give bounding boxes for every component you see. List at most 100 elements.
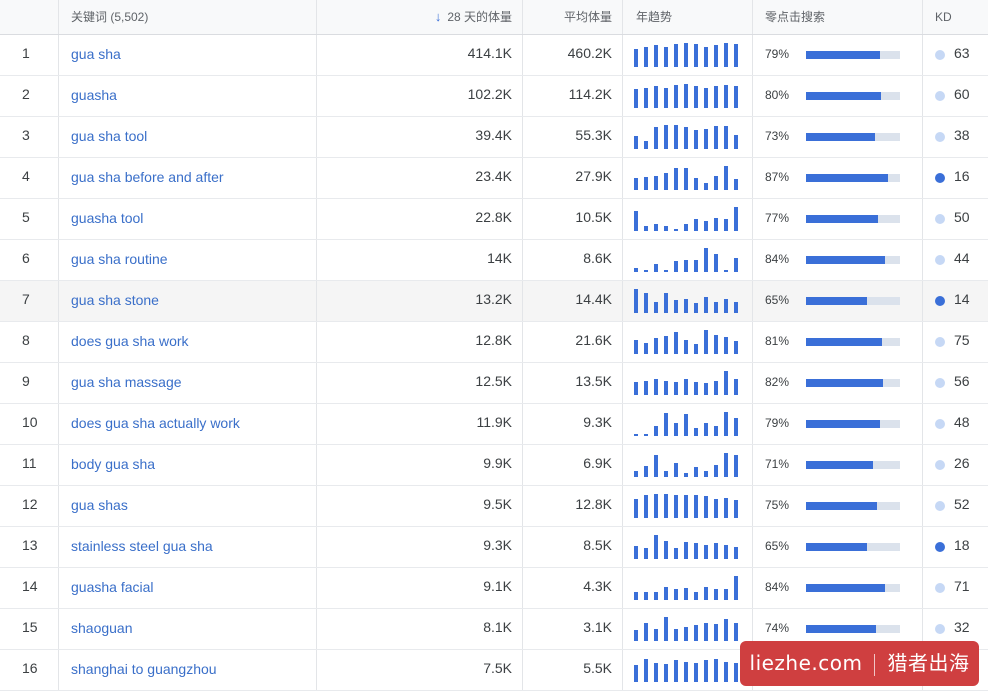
header-trend[interactable]: 年趋势 bbox=[636, 10, 673, 24]
volume-value: 102.2K bbox=[467, 86, 512, 102]
header-volume[interactable]: ↓ 28 天的体量 bbox=[318, 0, 512, 34]
volume-value: 414.1K bbox=[467, 45, 512, 61]
trend-bar bbox=[724, 545, 728, 559]
table-row[interactable]: 13 stainless steel gua sha 9.3K 8.5K 65% 18 bbox=[0, 527, 988, 568]
arrow-down-icon[interactable]: ↓ bbox=[434, 9, 442, 24]
trend-bar bbox=[694, 467, 698, 477]
trend-bar bbox=[714, 45, 718, 67]
table-row[interactable]: 9 gua sha massage 12.5K 13.5K 82% 56 bbox=[0, 363, 988, 404]
keyword-link[interactable]: guasha bbox=[71, 87, 117, 103]
column-divider bbox=[752, 76, 753, 116]
column-divider bbox=[58, 486, 59, 526]
zero-click-bar-fill bbox=[806, 420, 880, 428]
kd-value: 75 bbox=[954, 332, 970, 348]
table-row[interactable]: 3 gua sha tool 39.4K 55.3K 73% 38 bbox=[0, 117, 988, 158]
header-keyword[interactable]: 关键词 (5,502) bbox=[71, 10, 149, 24]
table-row[interactable]: 8 does gua sha work 12.8K 21.6K 81% 75 bbox=[0, 322, 988, 363]
watermark-divider bbox=[874, 653, 876, 676]
column-divider bbox=[522, 322, 523, 362]
trend-bar bbox=[724, 219, 728, 231]
keyword-link[interactable]: gua sha routine bbox=[71, 251, 168, 267]
trend-bar bbox=[644, 548, 648, 559]
keyword-link[interactable]: does gua sha work bbox=[71, 333, 189, 349]
trend-bar bbox=[644, 293, 648, 313]
keyword-link[interactable]: gua sha bbox=[71, 46, 121, 62]
trend-bar bbox=[684, 495, 688, 518]
row-number: 7 bbox=[22, 291, 30, 307]
keyword-link[interactable]: guasha facial bbox=[71, 579, 154, 595]
column-divider bbox=[522, 76, 523, 116]
column-divider bbox=[316, 117, 317, 157]
zero-click-percent: 77% bbox=[765, 211, 790, 225]
header-zero-click[interactable]: 零点击搜索 bbox=[765, 10, 826, 24]
trend-bar bbox=[644, 434, 648, 436]
column-divider bbox=[752, 363, 753, 403]
avg-volume-value: 14.4K bbox=[575, 291, 612, 307]
column-divider bbox=[752, 445, 753, 485]
keyword-link[interactable]: shaoguan bbox=[71, 620, 133, 636]
volume-value: 13.2K bbox=[475, 291, 512, 307]
keyword-link[interactable]: stainless steel gua sha bbox=[71, 538, 213, 554]
table-row[interactable]: 12 gua shas 9.5K 12.8K 75% 52 bbox=[0, 486, 988, 527]
trend-bar bbox=[694, 344, 698, 354]
table-row[interactable]: 1 gua sha 414.1K 460.2K 79% 63 bbox=[0, 35, 988, 76]
trend-bar bbox=[654, 535, 658, 559]
table-row[interactable]: 6 gua sha routine 14K 8.6K 84% 44 bbox=[0, 240, 988, 281]
column-divider bbox=[316, 568, 317, 608]
avg-volume-value: 3.1K bbox=[583, 619, 612, 635]
column-divider bbox=[922, 568, 923, 608]
table-row[interactable]: 5 guasha tool 22.8K 10.5K 77% 50 bbox=[0, 199, 988, 240]
zero-click-bar bbox=[806, 461, 900, 469]
table-row[interactable]: 11 body gua sha 9.9K 6.9K 71% 26 bbox=[0, 445, 988, 486]
table-row[interactable]: 4 gua sha before and after 23.4K 27.9K 87% 16 bbox=[0, 158, 988, 199]
kd-value: 71 bbox=[954, 578, 970, 594]
kd-value: 63 bbox=[954, 45, 970, 61]
column-divider bbox=[316, 363, 317, 403]
keyword-link[interactable]: shanghai to guangzhou bbox=[71, 661, 217, 677]
zero-click-bar bbox=[806, 584, 900, 592]
trend-sparkline bbox=[634, 617, 742, 641]
column-divider bbox=[752, 404, 753, 444]
column-divider bbox=[622, 404, 623, 444]
column-divider bbox=[58, 117, 59, 157]
trend-bar bbox=[674, 332, 678, 354]
header-kd[interactable]: KD bbox=[935, 10, 952, 24]
trend-bar bbox=[644, 343, 648, 354]
trend-bar bbox=[694, 130, 698, 149]
table-row[interactable]: 7 gua sha stone 13.2K 14.4K 65% 14 bbox=[0, 281, 988, 322]
table-row[interactable]: 15 shaoguan 8.1K 3.1K 74% 32 bbox=[0, 609, 988, 650]
trend-bar bbox=[694, 495, 698, 518]
keyword-link[interactable]: guasha tool bbox=[71, 210, 144, 226]
zero-click-bar-fill bbox=[806, 133, 875, 141]
header-avg-volume[interactable]: 平均体量 bbox=[563, 10, 612, 24]
trend-bar bbox=[714, 86, 718, 108]
keyword-link[interactable]: gua sha massage bbox=[71, 374, 182, 390]
kd-indicator-icon bbox=[935, 173, 945, 183]
zero-click-bar bbox=[806, 51, 900, 59]
avg-volume-value: 55.3K bbox=[575, 127, 612, 143]
kd-indicator-icon bbox=[935, 583, 945, 593]
table-row[interactable]: 2 guasha 102.2K 114.2K 80% 60 bbox=[0, 76, 988, 117]
trend-bar bbox=[724, 619, 728, 641]
column-divider bbox=[622, 527, 623, 567]
keyword-link[interactable]: gua shas bbox=[71, 497, 128, 513]
keyword-link[interactable]: body gua sha bbox=[71, 456, 156, 472]
trend-bar bbox=[664, 336, 668, 354]
column-divider bbox=[58, 76, 59, 116]
table-row[interactable]: 10 does gua sha actually work 11.9K 9.3K 79%… bbox=[0, 404, 988, 445]
keyword-link[interactable]: gua sha tool bbox=[71, 128, 148, 144]
trend-bar bbox=[714, 543, 718, 559]
keyword-link[interactable]: gua sha stone bbox=[71, 292, 159, 308]
column-divider bbox=[316, 281, 317, 321]
avg-volume-value: 27.9K bbox=[575, 168, 612, 184]
row-number: 1 bbox=[22, 45, 30, 61]
table-row[interactable]: 14 guasha facial 9.1K 4.3K 84% 71 bbox=[0, 568, 988, 609]
trend-bar bbox=[684, 542, 688, 559]
keyword-link[interactable]: gua sha before and after bbox=[71, 169, 224, 185]
trend-bar bbox=[654, 592, 658, 600]
trend-bar bbox=[674, 423, 678, 436]
trend-sparkline bbox=[634, 125, 742, 149]
zero-click-bar bbox=[806, 338, 900, 346]
avg-volume-value: 21.6K bbox=[575, 332, 612, 348]
keyword-link[interactable]: does gua sha actually work bbox=[71, 415, 240, 431]
